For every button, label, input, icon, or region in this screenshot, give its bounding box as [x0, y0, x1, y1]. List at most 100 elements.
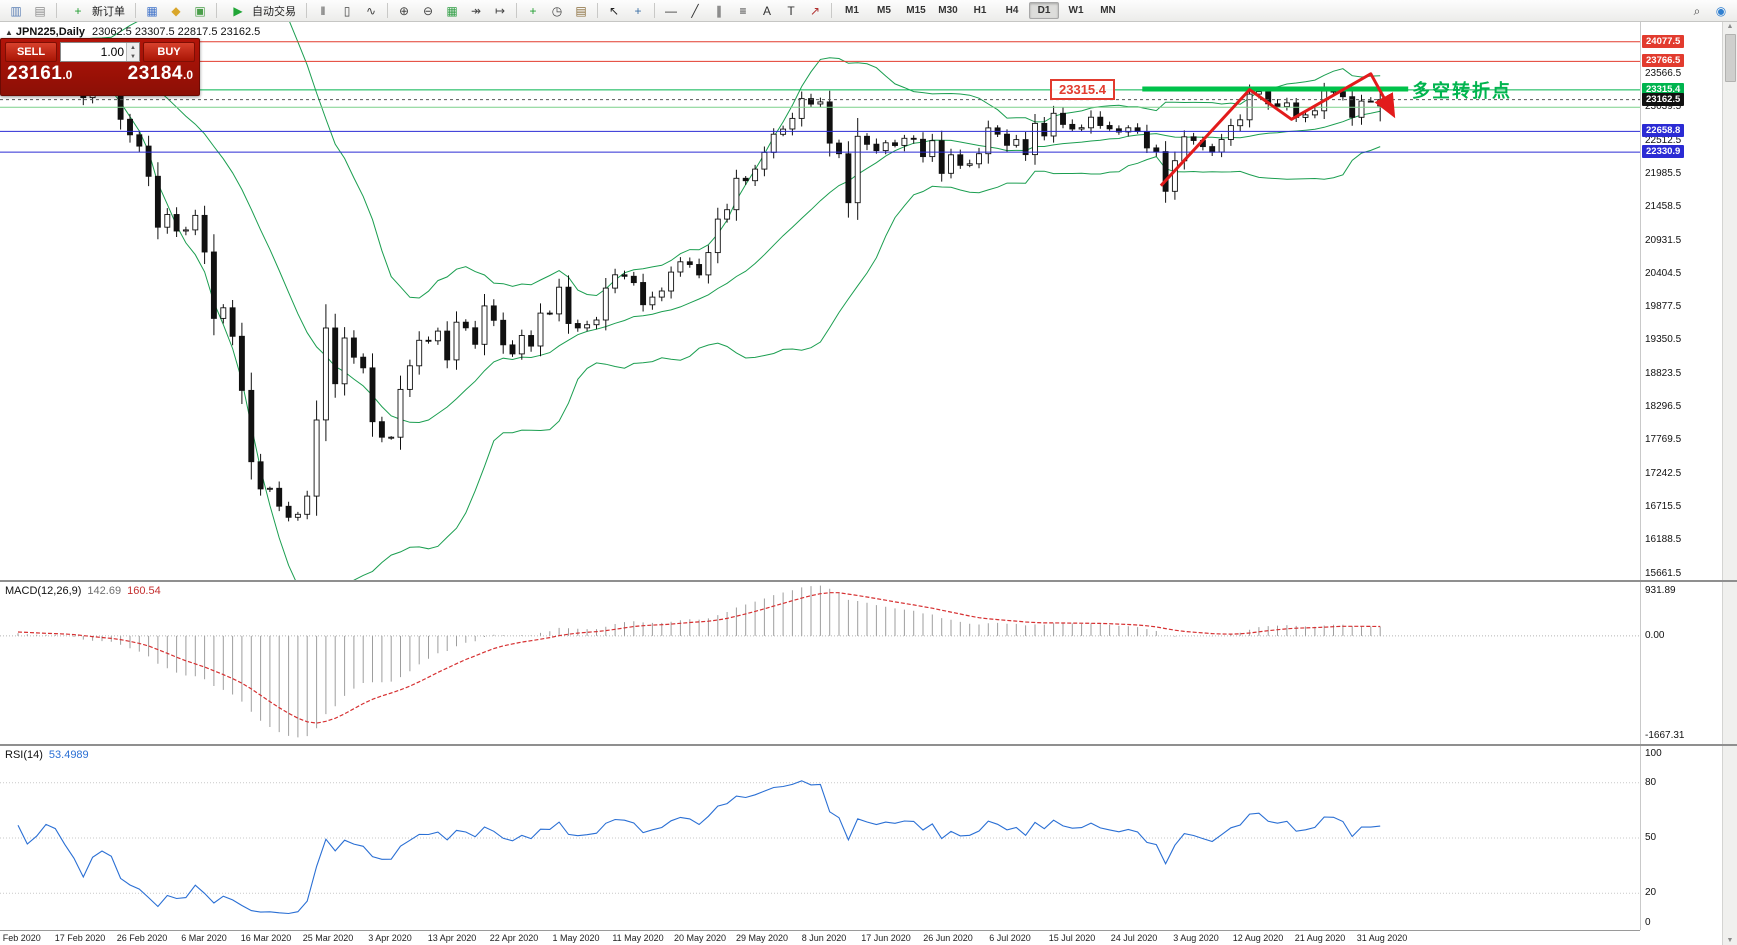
price-tick-label: 19350.5 — [1645, 334, 1682, 346]
price-scale[interactable]: 931.89 0.00 -1667.31 23566.5 23039.5 22512… — [1640, 22, 1723, 945]
scroll-up-icon[interactable]: ▲ — [1726, 23, 1734, 30]
toolbar-separator — [516, 3, 517, 18]
volume-field[interactable]: ▲ ▼ — [60, 42, 140, 62]
volume-down-icon[interactable]: ▼ — [127, 52, 139, 61]
timeframe-m1[interactable]: M1 — [845, 5, 859, 16]
search-icon[interactable]: ⌕ — [1693, 3, 1701, 18]
rsi-scale-label: 80 — [1645, 776, 1657, 788]
chart-shift-icon[interactable]: ↦ — [494, 3, 506, 18]
fibonacci-icon[interactable]: ≡ — [739, 3, 747, 18]
toolbar-separator — [654, 3, 655, 18]
volume-input[interactable] — [61, 43, 126, 61]
hline-icon[interactable]: — — [665, 3, 677, 18]
volume-spinner[interactable]: ▲ ▼ — [126, 43, 139, 61]
arrows-icon[interactable]: ↗ — [809, 3, 821, 18]
new-chart-icon[interactable]: ▥ — [10, 3, 22, 18]
rsi-panel[interactable]: RSI(14) 53.4989 — [0, 746, 1640, 930]
macd-canvas[interactable] — [0, 582, 1640, 744]
new-order-icon: + — [74, 3, 82, 18]
price-chart-canvas[interactable] — [0, 22, 1640, 580]
price-tick-label: 21985.5 — [1645, 167, 1682, 179]
toolbar-separator — [56, 3, 57, 18]
timeframe-d1[interactable]: D1 — [1029, 2, 1059, 19]
price-marker-label: 23766.5 — [1642, 54, 1685, 68]
label-tool-icon[interactable]: T — [787, 3, 795, 18]
autotrading-play-icon: ▶ — [233, 3, 243, 18]
date-label: 20 May 2020 — [673, 933, 727, 943]
rsi-value: 53.4989 — [48, 749, 89, 761]
new-order-button[interactable]: + 新订单 — [62, 2, 130, 20]
price-marker-label: 23162.5 — [1642, 92, 1685, 106]
community-icon[interactable]: ◉ — [1715, 3, 1727, 18]
market-watch-icon[interactable]: ▦ — [146, 3, 158, 18]
turning-point-label[interactable]: 多空转折点 — [1412, 80, 1512, 101]
autotrading-play-button[interactable]: ▶ 自动交易 — [222, 2, 301, 20]
date-label: 29 May 2020 — [735, 933, 789, 943]
timeframe-m5[interactable]: M5 — [877, 5, 891, 16]
chart-window[interactable]: ▲ JPN225,Daily 23062.5 23307.5 22817.5 231… — [0, 22, 1737, 945]
date-label: 1 May 2020 — [552, 933, 600, 943]
price-tick-label: 21458.5 — [1645, 201, 1682, 213]
indicators-icon[interactable]: + — [529, 3, 537, 18]
price-tick-label: 23039.5 — [1645, 101, 1682, 113]
volume-up-icon[interactable]: ▲ — [127, 43, 139, 52]
price-chart-panel[interactable]: ▲ JPN225,Daily 23062.5 23307.5 22817.5 231… — [0, 22, 1640, 580]
terminal-icon[interactable]: ▣ — [194, 3, 206, 18]
date-label: 3 Aug 2020 — [1173, 933, 1219, 943]
profiles-icon[interactable]: ▤ — [34, 3, 46, 18]
timeframe-m15[interactable]: M15 — [906, 5, 926, 16]
candlestick-chart-icon[interactable]: ▯ — [343, 3, 351, 18]
panel-separator[interactable] — [0, 580, 1737, 582]
date-label: 26 Feb 2020 — [116, 933, 168, 943]
one-click-trading-panel[interactable]: SELL ▲ ▼ BUY 23161.0 23184.0 — [0, 38, 200, 96]
rsi-scale-label: 50 — [1645, 832, 1657, 843]
templates-icon[interactable]: ▤ — [575, 3, 587, 18]
sell-button[interactable]: SELL — [5, 42, 57, 62]
line-chart-icon[interactable]: ∿ — [365, 3, 377, 18]
date-label: 6 Mar 2020 — [181, 933, 227, 943]
new-order-label: 新订单 — [92, 5, 125, 18]
text-tool-icon[interactable]: A — [762, 3, 771, 18]
periods-icon[interactable]: ◷ — [551, 3, 563, 18]
timeframe-mn[interactable]: MN — [1100, 5, 1116, 16]
zoom-out-icon[interactable]: ⊖ — [422, 3, 434, 18]
buy-button[interactable]: BUY — [143, 42, 195, 62]
date-label: 16 Mar 2020 — [240, 933, 292, 943]
toolbar-separator — [831, 3, 832, 18]
date-label: 17 Feb 2020 — [54, 933, 106, 943]
price-tick-label: 19877.5 — [1645, 301, 1682, 313]
trendline-icon[interactable]: ╱ — [691, 3, 699, 18]
auto-scroll-icon[interactable]: ↠ — [470, 3, 482, 18]
toolbar-right-group: ⌕ ◉ — [1686, 1, 1732, 21]
chart-marker-icon: ▲ — [5, 28, 13, 37]
date-label: 7 Feb 2020 — [0, 933, 41, 943]
price-annotation-box[interactable]: 23315.4 — [1050, 78, 1115, 100]
scrollbar-thumb[interactable] — [1725, 34, 1736, 82]
macd-scale-zero: 0.00 — [1645, 629, 1665, 641]
channel-icon[interactable]: ∥ — [716, 3, 722, 18]
zoom-in-icon[interactable]: ⊕ — [398, 3, 410, 18]
toolbar-separator — [216, 3, 217, 18]
crosshair-icon[interactable]: + — [634, 3, 642, 18]
vertical-scrollbar[interactable]: ▲ ▼ — [1722, 22, 1737, 945]
date-label: 21 Aug 2020 — [1294, 933, 1346, 943]
cursor-icon[interactable]: ↖ — [608, 3, 620, 18]
tile-windows-icon[interactable]: ▦ — [446, 3, 458, 18]
macd-value: 142.69 — [87, 585, 122, 597]
timeframe-h4[interactable]: H4 — [1005, 5, 1019, 16]
panel-separator[interactable] — [0, 744, 1737, 746]
bar-chart-icon[interactable]: ‖ — [320, 3, 326, 18]
time-axis[interactable]: 7 Feb 2020 17 Feb 2020 26 Feb 2020 6 Mar 20… — [0, 930, 1640, 945]
symbol-period-label: JPN225,Daily — [15, 26, 86, 38]
macd-panel[interactable]: MACD(12,26,9) 142.69 160.54 — [0, 582, 1640, 744]
scroll-down-icon[interactable]: ▼ — [1726, 937, 1734, 944]
rsi-canvas[interactable] — [0, 746, 1640, 930]
timeframe-h1[interactable]: H1 — [973, 5, 987, 16]
main-toolbar[interactable]: ▥ ▤ + 新订单 ▦ ◆ ▣ ▶ 自动交易 ‖ ▯ ∿ ⊕ ⊖ ▦ ↠ ↦ + ◷ ▤ ↖ + — ╱ ∥ ≡ A T ↗ M1 M5 M1… — [0, 0, 1737, 22]
timeframe-w1[interactable]: W1 — [1068, 5, 1084, 16]
navigator-icon[interactable]: ◆ — [171, 3, 181, 18]
price-tick-label: 20931.5 — [1645, 234, 1682, 246]
price-tick-label: 17242.5 — [1645, 467, 1682, 479]
timeframe-m30[interactable]: M30 — [938, 5, 958, 16]
